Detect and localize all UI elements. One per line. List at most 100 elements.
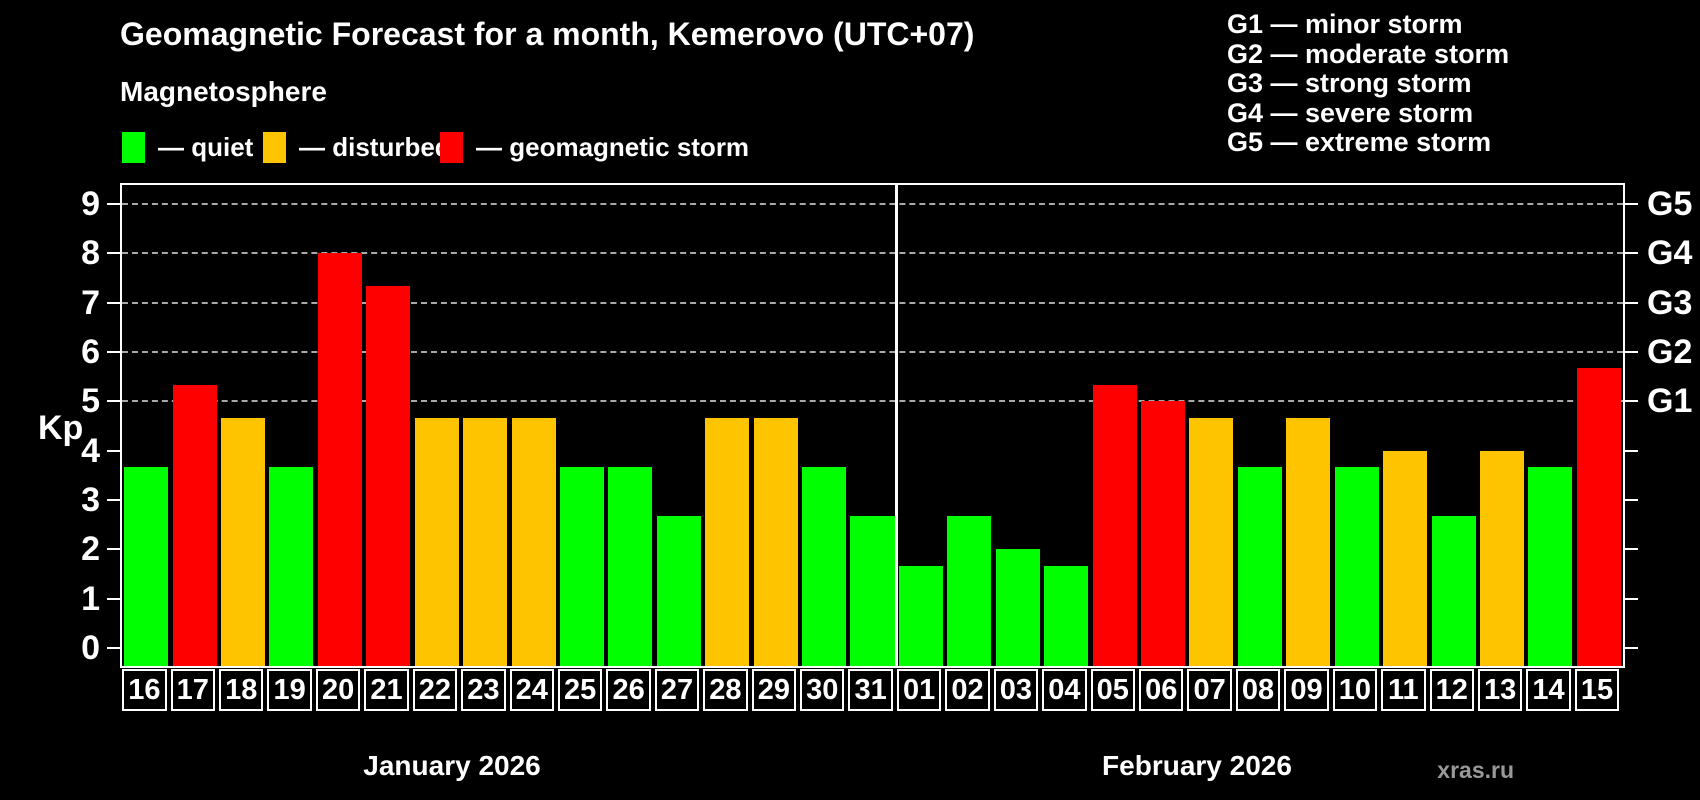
y-tick-right-1: [1625, 597, 1638, 600]
day-label-feb-05: 05: [1090, 669, 1135, 711]
x-axis-day-labels: 16 17 18 19 20 21 22 23 24 25 26 27 28 29 30 31 01 02 03 04…: [120, 669, 1625, 713]
bar-jan-22: [414, 417, 459, 666]
bar-feb-04: [1044, 565, 1089, 666]
y-tick-label-8: 8: [81, 234, 100, 273]
y-axis-label: Kp: [38, 409, 84, 447]
month-divider: [895, 185, 899, 666]
y-tick-left-9: [107, 202, 120, 205]
bar-feb-06: [1141, 401, 1186, 666]
bar-jan-25: [559, 467, 604, 666]
storm-scale-legend: G1 — minor storm G2 — moderate storm G3 — …: [1227, 9, 1509, 158]
day-label-jan-20: 20: [315, 669, 361, 711]
gridline-kp7: [122, 301, 1623, 304]
month-label-jan: January 2026: [363, 750, 541, 781]
day-label-jan-16: 16: [122, 669, 167, 711]
y-tick-label-7: 7: [81, 283, 100, 322]
day-label-jan-19: 19: [267, 669, 312, 711]
g-axis-label-g1: G1: [1647, 382, 1693, 421]
magnetosphere-legend-title: Magnetosphere: [120, 76, 327, 107]
bar-feb-07: [1189, 417, 1234, 666]
day-label-feb-13: 13: [1477, 669, 1523, 711]
bar-feb-15: [1576, 368, 1621, 666]
y-tick-left-4: [107, 449, 120, 452]
bar-jan-20: [317, 253, 362, 666]
y-tick-right-6: [1625, 350, 1638, 353]
bar-jan-29: [753, 417, 798, 666]
bar-feb-08: [1237, 467, 1282, 666]
bar-jan-27: [656, 516, 701, 666]
y-tick-label-4: 4: [81, 431, 100, 470]
y-tick-right-4: [1625, 449, 1638, 452]
y-tick-left-7: [107, 301, 120, 304]
day-label-feb-06: 06: [1139, 669, 1184, 711]
y-tick-right-8: [1625, 252, 1638, 255]
g-axis-label-g2: G2: [1647, 332, 1693, 371]
y-tick-left-5: [107, 400, 120, 403]
g-axis-label-g5: G5: [1647, 184, 1693, 223]
bar-feb-03: [995, 549, 1040, 666]
day-label-jan-25: 25: [557, 669, 603, 711]
day-label-feb-03: 03: [993, 669, 1039, 711]
bar-jan-21: [366, 286, 411, 666]
legend-label-disturbed: — disturbed: [299, 132, 451, 162]
bar-jan-16: [124, 467, 169, 666]
day-label-jan-30: 30: [800, 669, 845, 711]
y-tick-label-9: 9: [81, 184, 100, 223]
y-tick-left-0: [107, 647, 120, 650]
legend-swatch-quiet: [122, 132, 145, 163]
bar-feb-11: [1383, 450, 1428, 666]
gridline-kp5: [122, 400, 1623, 403]
y-tick-right-7: [1625, 301, 1638, 304]
day-label-feb-02: 02: [945, 669, 990, 711]
storm-scale-line-1: G1 — minor storm: [1227, 9, 1463, 39]
y-tick-left-1: [107, 597, 120, 600]
y-tick-left-8: [107, 252, 120, 255]
bar-jan-28: [705, 417, 750, 666]
g-axis-label-g4: G4: [1647, 234, 1693, 273]
day-label-feb-11: 11: [1381, 669, 1426, 711]
day-label-feb-12: 12: [1429, 669, 1474, 711]
day-label-jan-29: 29: [751, 669, 797, 711]
bar-jan-18: [221, 417, 266, 666]
y-tick-label-5: 5: [81, 382, 100, 421]
day-label-feb-14: 14: [1526, 669, 1571, 711]
y-tick-right-0: [1625, 647, 1638, 650]
gridline-kp6: [122, 350, 1623, 353]
y-tick-right-3: [1625, 499, 1638, 502]
g-axis-label-g3: G3: [1647, 283, 1693, 322]
legend-swatch-disturbed: [263, 132, 286, 163]
bar-feb-12: [1431, 516, 1476, 666]
bar-feb-01: [898, 565, 943, 666]
storm-scale-line-5: G5 — extreme storm: [1227, 127, 1492, 157]
legend-label-quiet: — quiet: [158, 132, 254, 162]
bar-jan-23: [463, 417, 508, 666]
legend-item-quiet: — quiet: [122, 132, 253, 163]
day-label-feb-10: 10: [1332, 669, 1378, 711]
day-label-jan-22: 22: [412, 669, 458, 711]
month-label-feb: February 2026: [1102, 750, 1292, 781]
gridline-kp9: [122, 202, 1623, 205]
y-tick-label-0: 0: [81, 629, 100, 668]
legend-label-storm: — geomagnetic storm: [476, 132, 750, 162]
day-label-jan-18: 18: [219, 669, 264, 711]
day-label-jan-31: 31: [848, 669, 893, 711]
day-label-jan-24: 24: [509, 669, 554, 711]
chart-title: Geomagnetic Forecast for a month, Kemero…: [120, 16, 975, 52]
day-label-jan-17: 17: [170, 669, 216, 711]
day-label-jan-28: 28: [703, 669, 748, 711]
day-label-feb-09: 09: [1284, 669, 1329, 711]
storm-scale-line-4: G4 — severe storm: [1227, 97, 1474, 128]
bar-feb-05: [1092, 385, 1137, 666]
legend-item-storm: — geomagnetic storm: [440, 132, 749, 163]
y-tick-label-2: 2: [81, 530, 100, 569]
bar-jan-24: [511, 417, 556, 666]
bar-feb-13: [1479, 450, 1524, 666]
y-tick-right-2: [1625, 548, 1638, 551]
storm-scale-line-3: G3 — strong storm: [1227, 68, 1472, 98]
bar-feb-10: [1334, 467, 1379, 666]
bar-feb-14: [1528, 467, 1573, 666]
y-tick-label-1: 1: [81, 579, 100, 618]
bar-jan-31: [850, 516, 895, 666]
day-label-feb-07: 07: [1187, 669, 1232, 711]
